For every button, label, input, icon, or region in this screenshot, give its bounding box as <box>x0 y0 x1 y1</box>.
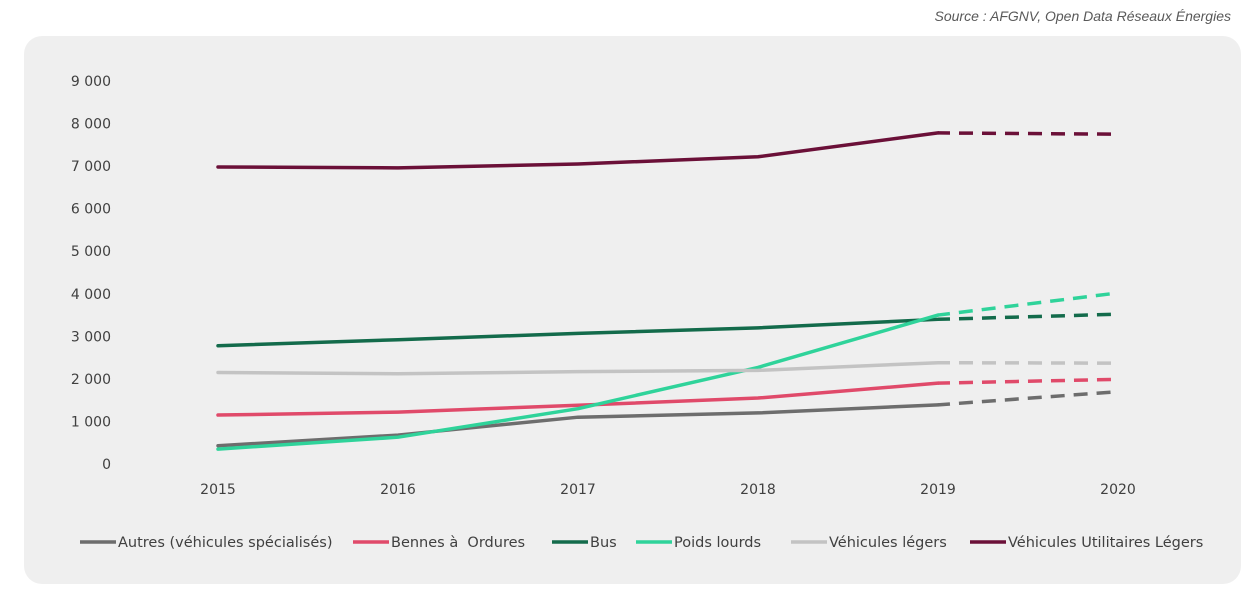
series-line-projection <box>937 131 1119 136</box>
y-tick-label: 6 000 <box>71 202 111 218</box>
y-tick-label: 9 000 <box>71 74 111 90</box>
y-tick-label: 2 000 <box>71 372 111 388</box>
series-line-projection <box>937 377 1119 385</box>
legend: Autres (véhicules spécialisés) Bennes à O… <box>80 535 1203 551</box>
legend-label: Bus <box>590 535 617 551</box>
x-tick-label: 2016 <box>380 482 416 498</box>
series-line-solid <box>216 381 940 417</box>
y-tick-label: 7 000 <box>71 159 111 175</box>
x-axis-ticks: 2015 2016 2017 2018 2019 2020 <box>200 482 1136 498</box>
series-line-solid <box>216 131 940 170</box>
series-line-solid <box>216 317 940 348</box>
y-tick-label: 5 000 <box>71 244 111 260</box>
legend-label: Véhicules légers <box>829 535 947 551</box>
series-line-solid <box>216 403 940 448</box>
source-note: Source : AFGNV, Open Data Réseaux Énergi… <box>934 8 1231 24</box>
series-line-solid <box>216 313 940 451</box>
y-axis-ticks: 0 1 000 2 000 3 000 4 000 5 000 6 000 7 000 8 00… <box>71 74 111 473</box>
chart-panel: 0 1 000 2 000 3 000 4 000 5 000 6 000 7 000 8 00… <box>24 36 1241 584</box>
y-tick-label: 0 <box>102 457 111 473</box>
series-lines <box>216 131 1119 451</box>
y-tick-label: 1 000 <box>71 414 111 430</box>
y-tick-label: 3 000 <box>71 329 111 345</box>
x-tick-label: 2017 <box>560 482 596 498</box>
y-tick-label: 4 000 <box>71 287 111 303</box>
x-tick-label: 2020 <box>1100 482 1136 498</box>
series-line-projection <box>937 389 1119 407</box>
series-line-projection <box>937 312 1119 322</box>
series-line-solid <box>216 360 940 376</box>
y-tick-label: 8 000 <box>71 117 111 133</box>
series-line-projection <box>937 291 1119 317</box>
legend-label: Autres (véhicules spécialisés) <box>118 535 332 551</box>
line-chart: 0 1 000 2 000 3 000 4 000 5 000 6 000 7 000 8 00… <box>71 74 1203 551</box>
x-tick-label: 2019 <box>920 482 956 498</box>
legend-label: Véhicules Utilitaires Légers <box>1008 535 1203 551</box>
x-tick-label: 2015 <box>200 482 236 498</box>
legend-label: Poids lourds <box>674 535 761 551</box>
legend-label: Bennes à Ordures <box>391 535 525 551</box>
x-tick-label: 2018 <box>740 482 776 498</box>
